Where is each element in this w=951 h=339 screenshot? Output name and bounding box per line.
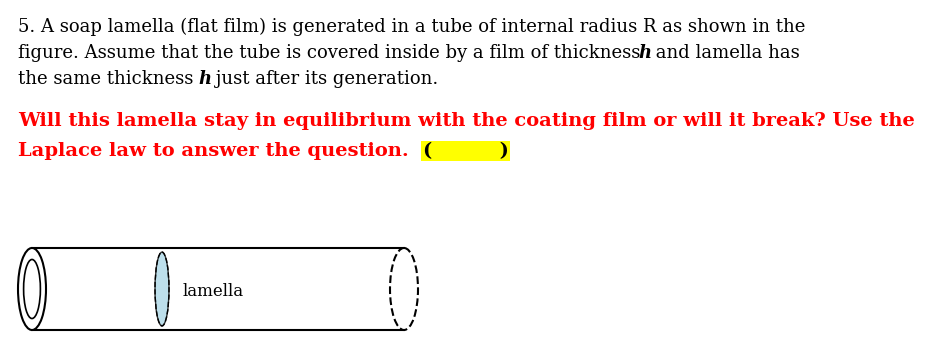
Bar [32, 248, 404, 330]
Text: Laplace law to answer the question.: Laplace law to answer the question. [18, 142, 416, 160]
Text: (          ): ( ) [423, 142, 509, 160]
Text: the same thickness: the same thickness [18, 70, 199, 88]
Ellipse shape [24, 259, 40, 319]
Bar [420, 141, 510, 161]
Text: lamella: lamella [183, 283, 244, 300]
Text: 5. A soap lamella (flat film) is generated in a tube of internal radius R as sho: 5. A soap lamella (flat film) is generat… [18, 18, 805, 36]
Text: h: h [199, 70, 212, 88]
Text: Will this lamella stay in equilibrium with the coating film or will it break? Us: Will this lamella stay in equilibrium wi… [18, 112, 915, 130]
Ellipse shape [390, 248, 418, 330]
Text: and lamella has: and lamella has [650, 44, 800, 62]
Text: just after its generation.: just after its generation. [210, 70, 438, 88]
Text: h: h [639, 44, 651, 62]
Ellipse shape [155, 252, 169, 326]
Text: figure. Assume that the tube is covered inside by a film of thickness: figure. Assume that the tube is covered … [18, 44, 646, 62]
Ellipse shape [18, 248, 46, 330]
